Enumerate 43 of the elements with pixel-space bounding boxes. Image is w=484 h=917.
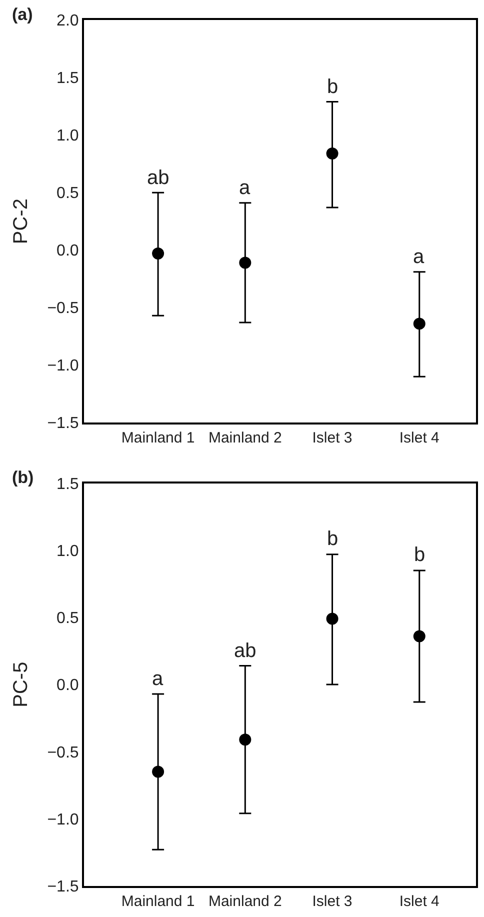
annotation: a [413,246,425,268]
point [413,630,426,642]
y-tick-label: −1.0 [47,811,79,828]
point [152,766,164,778]
y-tick-label: 1.5 [56,476,79,493]
annotation: ab [147,167,170,189]
annotation: b [327,76,338,98]
y-tick-label: 0.0 [56,677,79,694]
annotation: a [152,668,164,690]
point [239,734,252,746]
x-tick-label: Mainland 1 [121,430,195,447]
annotation: a [239,177,251,199]
x-tick-label: Mainland 2 [208,892,282,910]
x-tick-label: Islet 3 [312,892,352,910]
y-tick-label: −1.5 [47,415,79,432]
x-tick-label: Islet 3 [312,430,352,447]
x-tick-label: Islet 4 [399,892,440,910]
chart-title: (b) [12,468,34,487]
y-tick-label: 1.0 [56,542,79,560]
y-axis-title: PC-2 [10,198,32,244]
y-tick-label: −0.5 [47,744,79,762]
x-tick-label: Islet 4 [399,430,440,447]
point [239,256,252,269]
point [413,318,426,330]
y-axis-title: PC-5 [10,662,32,708]
annotation: b [414,544,426,566]
y-tick-label: 0.5 [56,610,79,628]
x-tick-label: Mainland 1 [121,892,195,910]
y-tick-label: −1.0 [47,358,79,375]
y-tick-label: 1.5 [56,70,79,88]
y-tick-label: 1.0 [56,128,79,145]
y-tick-label: 2.0 [56,12,79,30]
y-tick-label: 0.0 [56,242,79,260]
y-tick-label: −1.5 [47,878,79,896]
y-tick-label: −0.5 [47,300,79,318]
y-tick-label: 0.5 [56,185,79,202]
chart-title: (a) [12,5,33,24]
point [152,248,164,260]
point [326,147,338,160]
annotation: b [327,528,338,550]
annotation: ab [234,640,256,662]
point [326,612,338,625]
x-tick-label: Mainland 2 [208,430,282,447]
